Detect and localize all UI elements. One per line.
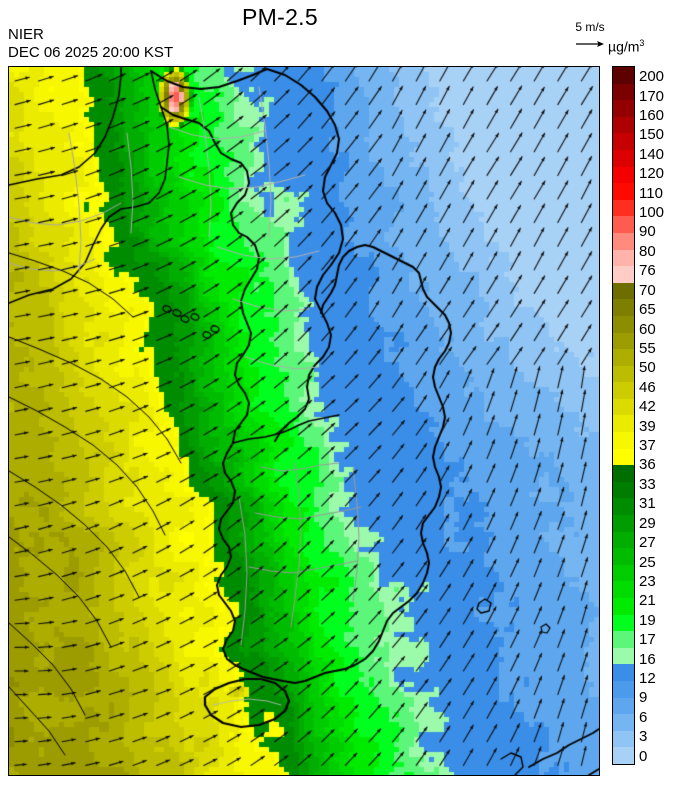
colorbar-tick: 37 [639,437,656,454]
colorbar-segment [613,133,634,150]
colorbar-segment [613,730,634,748]
colorbar-tick: 25 [639,553,656,571]
colorbar-segment [613,100,634,117]
colorbar-segment [613,332,634,350]
colorbar-tick: 170 [639,87,665,105]
colorbar-tick: 39 [639,417,656,435]
unit-text: µg/m [608,38,640,55]
colorbar-tick: 31 [639,495,656,513]
colorbar-segment [613,498,634,516]
colorbar-tick: 23 [639,572,656,590]
colorbar-tick: 65 [639,301,656,319]
wind-speed-label: 5 m/s [575,20,605,34]
colorbar-tick: 33 [639,475,656,493]
pm25-concentration-canvas[interactable] [9,67,599,775]
colorbar-tick: 17 [639,631,656,649]
right-arrow-icon [560,37,620,49]
colorbar-tick: 19 [639,611,656,629]
timestamp-label: DEC 06 2025 20:00 KST [8,44,174,61]
colorbar-segment [613,232,634,250]
colorbar-segment [613,481,634,499]
colorbar-tick: 42 [639,398,656,416]
colorbar-segment [613,647,634,665]
colorbar-segment [613,531,634,549]
colorbar-tick: 6 [639,708,648,726]
colorbar-segment [613,266,634,283]
page-title: PM-2.5 [242,4,318,30]
colorbar-segment [613,398,634,416]
colorbar-segment [613,697,634,715]
colorbar-tick: 160 [639,106,665,124]
colorbar-tick: 50 [639,359,656,377]
colorbar-tick: 55 [639,339,656,357]
colorbar-segment [613,166,634,184]
colorbar-segment [613,614,634,632]
colorbar-segment [613,747,634,764]
colorbar-segment [613,448,634,466]
colorbar-tick: 200 [639,68,665,86]
colorbar-tick: 36 [639,456,656,474]
map-plot-area[interactable] [8,66,600,776]
colorbar-segment [613,714,634,731]
colorbar-tick: 0 [639,747,648,765]
colorbar-tick: 46 [639,378,656,396]
colorbar-tick: 100 [639,204,665,221]
colorbar-tick: 70 [639,281,656,299]
colorbar-segment [613,382,634,399]
colorbar-segment [613,299,634,316]
colorbar-segment [613,183,634,200]
colorbar-segment [613,515,634,532]
colorbar-segment [613,465,634,482]
colorbar-segment [613,149,634,167]
colorbar-segment [613,365,634,383]
colorbar-tick: 16 [639,650,656,668]
colorbar-segment [613,631,634,648]
colorbar-tick: 90 [639,223,656,241]
colorbar-segment [613,199,634,217]
colorbar-tick: 12 [639,670,656,687]
concentration-unit-label: µg/m3 [608,38,644,55]
colorbar-segment [613,415,634,433]
colorbar-tick: 21 [639,592,656,610]
colorbar-segment [613,315,634,333]
colorbar-segment [613,216,634,233]
colorbar-tick: 9 [639,689,648,707]
colorbar-tick: 76 [639,262,656,280]
unit-exponent: 3 [639,38,645,48]
colorbar-tick: 150 [639,126,665,144]
colorbar-tick-labels: 200 170 160 150 140 120 110 100 90 80 76 70 65 60 55 50… [639,66,673,776]
colorbar [612,66,635,765]
agency-label: NIER [8,26,44,43]
colorbar-tick: 27 [639,534,656,552]
colorbar-segment [613,349,634,366]
colorbar-tick: 60 [639,320,656,338]
colorbar-segment [613,282,634,300]
colorbar-tick: 80 [639,242,656,260]
colorbar-segment [613,680,634,698]
colorbar-segment [613,83,634,101]
colorbar-tick: 29 [639,514,656,532]
colorbar-segment [613,664,634,681]
colorbar-segment [613,548,634,565]
colorbar-tick: 3 [639,728,648,746]
colorbar-segment [613,564,634,582]
colorbar-tick: 110 [639,184,663,202]
colorbar-segment [613,116,634,134]
colorbar-tick: 120 [639,165,665,183]
wind-speed-key: 5 m/s [560,21,620,49]
colorbar-tick: 140 [639,145,665,163]
colorbar-segment [613,432,634,449]
colorbar-segment [613,581,634,598]
colorbar-segment [613,67,634,84]
colorbar-segment [613,598,634,615]
colorbar-segment [613,249,634,267]
